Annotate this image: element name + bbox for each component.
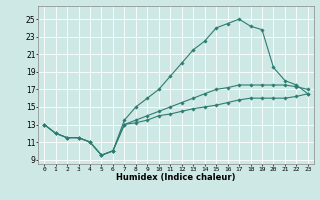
X-axis label: Humidex (Indice chaleur): Humidex (Indice chaleur) [116,173,236,182]
